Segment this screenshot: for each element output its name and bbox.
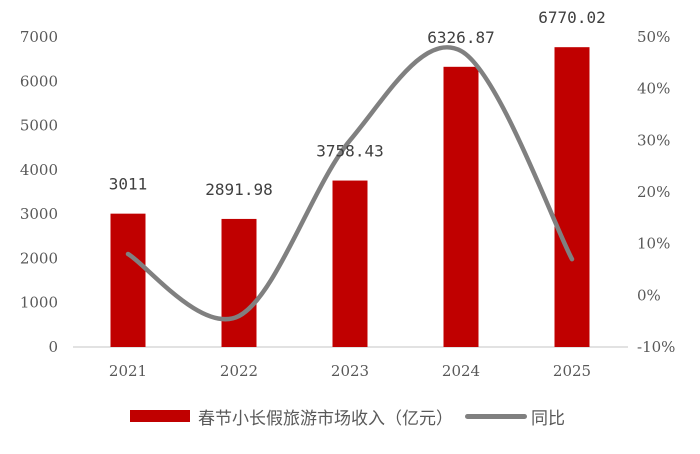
left-tick-label: 4000 [20,161,58,179]
left-tick-label: 6000 [20,72,58,90]
line-legend-label: 同比 [531,408,565,429]
bar-2021 [110,213,146,347]
x-tick-label: 2025 [553,362,591,380]
right-tick-label: -10% [637,338,675,356]
bar-2024 [443,66,479,347]
line-legend-swatch [465,413,527,419]
bar-value-label: 3011 [109,175,148,194]
right-axis-ticks: -10% 0% 10% 20% 30% 40% 50% [637,28,675,356]
x-tick-label: 2022 [220,362,258,380]
right-tick-label: 50% [637,28,670,46]
x-axis-ticks: 2021 2022 2023 2024 2025 [109,362,591,380]
bar-value-label: 2891.98 [205,180,272,199]
bar-legend-swatch [130,410,190,422]
bar-value-label: 6770.02 [538,8,605,27]
left-axis-ticks: 0 1000 2000 3000 4000 5000 6000 7000 [20,28,58,356]
left-tick-label: 1000 [20,294,58,312]
right-tick-label: 20% [637,183,670,201]
x-tick-label: 2023 [331,362,369,380]
bar-data-labels: 3011 2891.98 3758.43 6326.87 6770.02 [109,8,606,199]
right-tick-label: 40% [637,80,670,98]
right-tick-label: 0% [637,286,661,304]
left-tick-label: 3000 [20,205,58,223]
bar-value-label: 3758.43 [316,142,383,161]
yoy-line-series [125,45,575,322]
bar-2023 [332,180,368,347]
bar-2025 [554,47,590,348]
x-tick-label: 2021 [109,362,147,380]
left-tick-label: 2000 [20,249,58,267]
right-tick-label: 10% [637,235,670,253]
chart-legend: 春节小长假旅游市场收入（亿元） 同比 [130,404,565,429]
left-tick-label: 7000 [20,28,58,46]
left-tick-label: 0 [48,338,58,356]
bar-series [110,47,590,348]
bar-2022 [221,218,257,347]
bar-legend-label: 春节小长假旅游市场收入（亿元） [198,408,453,429]
right-tick-label: 30% [637,131,670,149]
bar-value-label: 6326.87 [427,28,494,47]
x-tick-label: 2024 [442,362,480,380]
left-tick-label: 5000 [20,117,58,135]
